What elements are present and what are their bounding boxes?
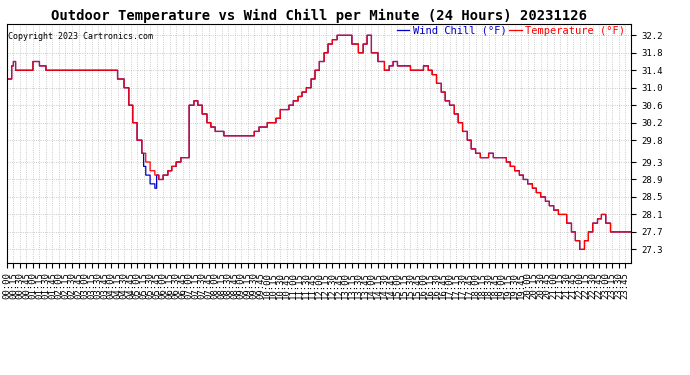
Temperature (°F) — [498, 155, 506, 160]
Wind Chill (°F) — [141, 173, 150, 177]
Wind Chill (°F) — [333, 33, 342, 38]
Temperature (°F) — [141, 160, 150, 164]
Line: Wind Chill (°F): Wind Chill (°F) — [7, 35, 631, 249]
Wind Chill (°F) — [553, 208, 562, 212]
Temperature (°F) — [553, 208, 562, 212]
Wind Chill (°F) — [212, 129, 220, 134]
Line: Temperature (°F): Temperature (°F) — [7, 35, 631, 249]
Temperature (°F) — [627, 230, 635, 234]
Temperature (°F) — [417, 68, 425, 72]
Wind Chill (°F) — [3, 77, 11, 81]
Temperature (°F) — [575, 247, 584, 252]
Legend: Wind Chill (°F), Temperature (°F): Wind Chill (°F), Temperature (°F) — [396, 25, 626, 37]
Wind Chill (°F) — [498, 155, 506, 160]
Temperature (°F) — [212, 129, 220, 134]
Title: Outdoor Temperature vs Wind Chill per Minute (24 Hours) 20231126: Outdoor Temperature vs Wind Chill per Mi… — [51, 9, 587, 23]
Temperature (°F) — [126, 103, 135, 108]
Wind Chill (°F) — [575, 247, 584, 252]
Temperature (°F) — [3, 77, 11, 81]
Wind Chill (°F) — [417, 68, 425, 72]
Text: Copyright 2023 Cartronics.com: Copyright 2023 Cartronics.com — [8, 32, 153, 40]
Wind Chill (°F) — [126, 103, 135, 108]
Temperature (°F) — [333, 33, 342, 38]
Wind Chill (°F) — [627, 230, 635, 234]
